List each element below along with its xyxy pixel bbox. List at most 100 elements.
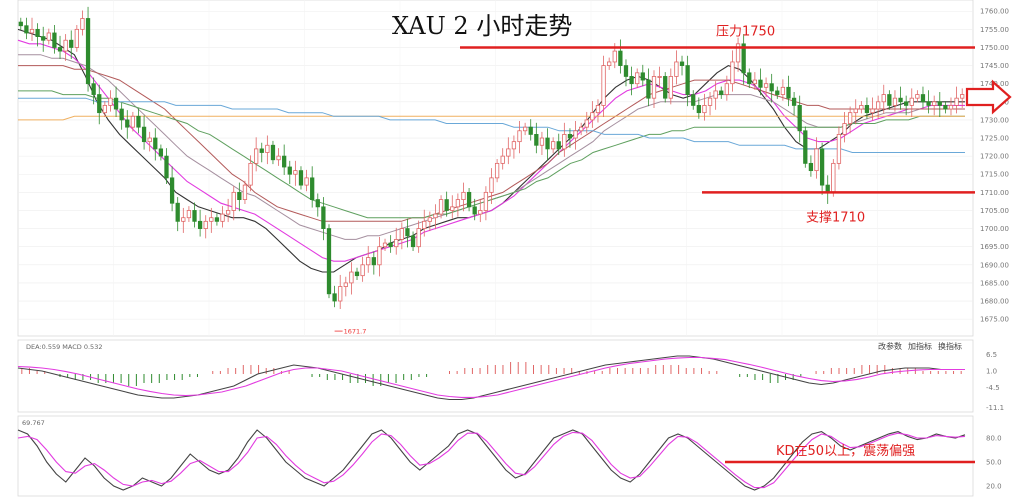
- candle-up: [948, 105, 954, 110]
- candle-down: [192, 210, 197, 222]
- candle-up: [433, 213, 438, 219]
- macd-y-tick: -4.5: [986, 384, 1000, 392]
- candle-up: [730, 61, 735, 85]
- candle-up: [539, 137, 545, 146]
- candle-down: [444, 199, 449, 211]
- kd-reference: KD在50以上，震荡偏强: [725, 444, 975, 464]
- y-tick-label: 1690.00: [980, 261, 1009, 269]
- kd-y-axis: 80.0 50.0 20.0: [986, 435, 1002, 491]
- candle-up: [343, 282, 348, 287]
- candle-up: [752, 79, 758, 85]
- candle-down: [803, 130, 808, 164]
- candle-down: [920, 94, 926, 103]
- candle-up: [186, 210, 192, 219]
- candle-up: [842, 123, 847, 135]
- macd-toolbar-button[interactable]: 加指标: [908, 341, 932, 351]
- plot-frame-macd: [17, 339, 974, 413]
- candle-up: [203, 220, 208, 229]
- candle-up: [248, 162, 253, 186]
- macd-toolbar-button[interactable]: 改参数: [878, 341, 902, 351]
- candle-down: [791, 97, 797, 106]
- candle-up: [562, 133, 567, 150]
- macd-header: DEA:0.559 MACD 0.532: [26, 343, 102, 351]
- candle-down: [937, 101, 942, 106]
- macd-y-tick: 1.0: [986, 368, 997, 376]
- candle-up: [831, 162, 836, 193]
- candle-up: [181, 217, 186, 222]
- candle-up: [870, 108, 875, 114]
- candle-down: [663, 76, 668, 99]
- candle-down: [887, 94, 892, 106]
- candle-down: [197, 220, 203, 229]
- y-tick-label: 1760.00: [980, 8, 1009, 16]
- candle-down: [91, 83, 96, 95]
- candle-up: [276, 155, 281, 161]
- candle-down: [69, 39, 74, 48]
- candle-up: [859, 105, 864, 110]
- candle-down: [35, 28, 40, 37]
- candle-down: [52, 32, 57, 48]
- candle-down: [158, 148, 164, 157]
- candle-up: [960, 94, 965, 99]
- candle-up: [108, 97, 113, 106]
- main-grid: [18, 0, 973, 336]
- kd-lines: [17, 429, 966, 491]
- candle-up: [892, 97, 898, 106]
- candle-up: [612, 50, 617, 63]
- candle-up: [853, 108, 858, 114]
- candle-up: [522, 126, 528, 132]
- candle-up: [265, 144, 270, 153]
- candle-up: [551, 141, 556, 150]
- y-tick-label: 1745.00: [980, 62, 1009, 70]
- candle-up: [242, 184, 248, 201]
- y-tick-label: 1705.00: [980, 207, 1009, 215]
- macd-histogram: [21, 362, 962, 386]
- candle-up: [489, 177, 494, 193]
- y-tick-label: 1710.00: [980, 189, 1009, 197]
- y-tick-label: 1715.00: [980, 171, 1009, 179]
- y-tick-label: 1675.00: [980, 316, 1009, 324]
- candle-down: [696, 105, 701, 114]
- candle-down: [282, 155, 287, 168]
- candlesticks: [18, 6, 965, 309]
- candle-down: [141, 126, 147, 143]
- candle-down: [943, 105, 948, 110]
- candle-up: [360, 264, 365, 277]
- candle-down: [125, 119, 130, 128]
- min-marker-label: 1671.7: [344, 328, 367, 336]
- kd-d-line: [17, 431, 966, 489]
- candle-up: [494, 162, 500, 179]
- candle-up: [909, 97, 914, 106]
- candle-down: [214, 217, 220, 222]
- candle-down: [388, 242, 393, 248]
- macd-y-tick: -11.1: [986, 404, 1004, 412]
- chart-title: XAU 2 小时走势: [392, 12, 572, 40]
- candle-up: [461, 191, 466, 201]
- candle-down: [797, 105, 802, 132]
- kd-header: 69.767: [22, 419, 45, 427]
- candle-down: [24, 25, 29, 34]
- candle-up: [63, 39, 68, 52]
- macd-toolbar-button[interactable]: 换指标: [938, 341, 962, 351]
- kd-y-tick: 20.0: [986, 483, 1002, 491]
- candle-up: [847, 112, 853, 124]
- macd-dif-line: [17, 355, 965, 401]
- candle-up: [651, 76, 657, 99]
- ma-line-6: [18, 115, 965, 121]
- candle-up: [478, 210, 483, 215]
- candle-up: [304, 177, 309, 186]
- y-tick-label: 1730.00: [980, 116, 1009, 124]
- candle-up: [399, 228, 404, 240]
- macd-dea-line: [17, 356, 965, 398]
- candle-up: [74, 28, 79, 48]
- candle-up: [500, 155, 505, 164]
- candle-up: [836, 133, 842, 164]
- candle-down: [864, 105, 870, 114]
- support-label: 支撑1710: [806, 210, 865, 225]
- candle-down: [310, 177, 315, 201]
- candle-up: [438, 199, 444, 215]
- candle-up: [102, 105, 107, 114]
- candle-up: [702, 105, 707, 114]
- candle-down: [545, 137, 550, 150]
- y-tick-label: 1720.00: [980, 153, 1009, 161]
